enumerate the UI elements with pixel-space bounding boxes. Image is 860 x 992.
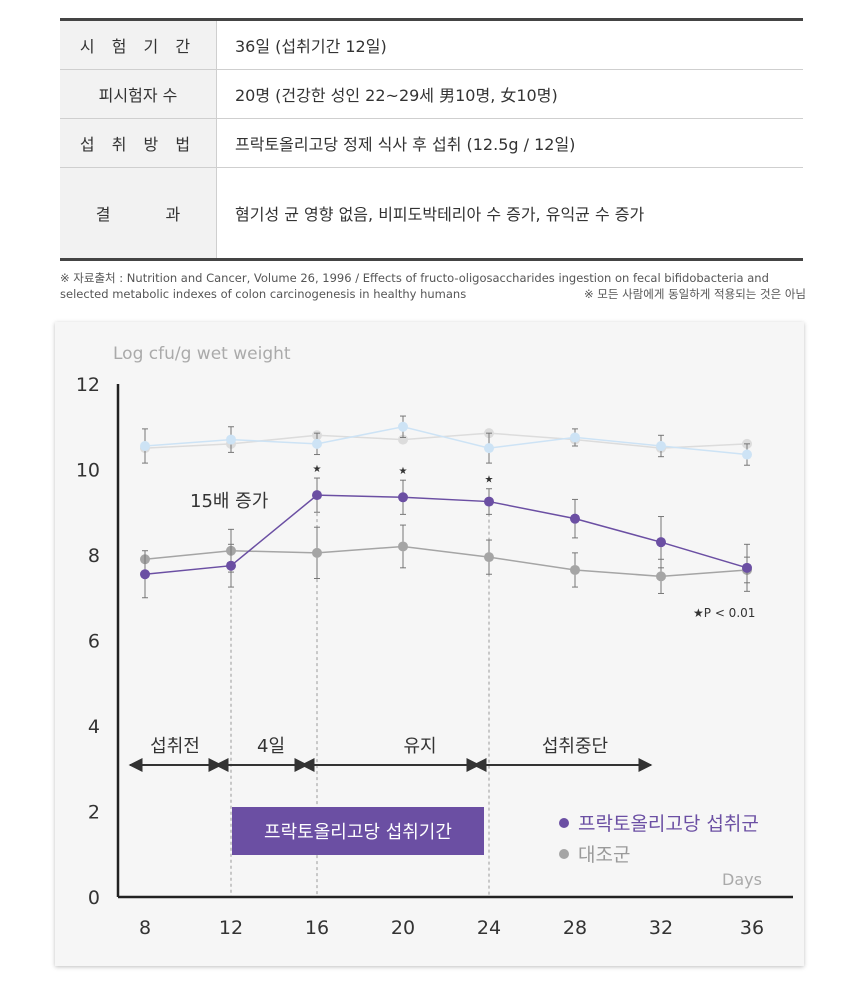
data-point — [226, 434, 236, 445]
data-point — [140, 569, 150, 580]
series-line — [144, 545, 748, 578]
y-tick-label: 12 — [76, 374, 100, 396]
source-line-2: selected metabolic indexes of colon carc… — [60, 287, 467, 301]
data-point — [570, 564, 580, 575]
row-label-method: 섭 취 방 법 — [60, 119, 217, 167]
data-point — [656, 537, 666, 548]
increase-annotation: 15배 증가 — [190, 491, 269, 512]
y-tick-label: 0 — [88, 887, 100, 909]
row-label-period: 시 험 기 간 — [60, 21, 217, 69]
data-point — [312, 547, 322, 558]
table-row: 시 험 기 간 36일 (섭취기간 12일) — [60, 21, 803, 70]
source-note: ※ 모든 사람에게 동일하게 적용되는 것은 아님 — [583, 287, 806, 301]
y-tick-label: 4 — [88, 716, 100, 738]
x-tick-label: 16 — [305, 917, 329, 939]
intake-period-box: 프락토올리고당 섭취기간 — [232, 807, 484, 855]
series-line — [144, 432, 748, 449]
x-axis-title: Days — [722, 870, 762, 889]
y-tick-label: 8 — [88, 545, 100, 567]
x-tick-label: 12 — [219, 917, 243, 939]
star-icon: ★ — [485, 475, 494, 486]
data-point — [570, 513, 580, 524]
data-point — [656, 571, 666, 582]
star-icon: ★ — [693, 606, 704, 620]
data-point — [312, 490, 322, 501]
star-icon: ★ — [399, 466, 408, 477]
significance-note: ★P < 0.01 — [693, 606, 755, 620]
data-point — [570, 432, 580, 443]
study-info-table: 시 험 기 간 36일 (섭취기간 12일) 피시험자 수 20명 (건강한 성… — [60, 18, 803, 261]
legend-item-control: 대조군 — [559, 838, 759, 869]
series-line — [144, 494, 748, 575]
data-point — [484, 496, 494, 507]
data-point — [226, 560, 236, 571]
phase-label-maintain: 유지 — [403, 736, 437, 757]
phase-label-stop: 섭취중단 — [541, 736, 609, 757]
y-axis-title: Log cfu/g wet weight — [113, 344, 291, 364]
dot-icon — [559, 848, 569, 859]
data-point — [742, 562, 752, 573]
y-tick-label: 2 — [88, 802, 100, 824]
data-point — [312, 438, 322, 449]
row-value-subjects: 20명 (건강한 성인 22~29세 男10명, 女10명) — [235, 86, 558, 105]
x-tick-label: 20 — [391, 917, 415, 939]
legend-item-treatment: 프락토올리고당 섭취군 — [559, 807, 759, 838]
source-line-1: ※ 자료출처 : Nutrition and Cancer, Volume 26… — [60, 271, 769, 285]
phase-label-before: 섭취전 — [150, 736, 200, 757]
row-label-subjects: 피시험자 수 — [60, 70, 217, 118]
data-point — [140, 440, 150, 451]
data-point — [484, 552, 494, 563]
chart-legend: 프락토올리고당 섭취군 대조군 — [559, 807, 759, 869]
x-tick-label: 36 — [740, 917, 764, 939]
row-value-method: 프락토올리고당 정제 식사 후 섭취 (12.5g / 12일) — [235, 135, 576, 154]
x-tick-label: 24 — [477, 917, 501, 939]
table-row: 섭 취 방 법 프락토올리고당 정제 식사 후 섭취 (12.5g / 12일) — [60, 119, 803, 168]
data-point — [484, 443, 494, 454]
x-tick-label: 28 — [563, 917, 587, 939]
table-row: 피시험자 수 20명 (건강한 성인 22~29세 男10명, 女10명) — [60, 70, 803, 119]
y-tick-label: 10 — [76, 460, 100, 482]
chart-panel: 0 2 4 6 8 10 12 8 12 16 20 24 28 32 36 ★ ★ ★ Log cfu/g we… — [55, 322, 804, 966]
x-tick-label: 32 — [649, 917, 673, 939]
data-point — [398, 421, 408, 432]
y-tick-label: 6 — [88, 631, 100, 653]
star-icon: ★ — [313, 464, 322, 475]
data-point — [656, 440, 666, 451]
table-row: 결 과 혐기성 균 영향 없음, 비피도박테리아 수 증가, 유익균 수 증가 — [60, 168, 803, 258]
legend-label-treatment: 프락토올리고당 섭취군 — [578, 813, 759, 835]
phase-label-4days: 4일 — [256, 736, 286, 757]
row-label-result: 결 과 — [60, 168, 217, 258]
data-point — [742, 449, 752, 460]
row-value-period: 36일 (섭취기간 12일) — [235, 37, 387, 56]
dot-icon — [559, 817, 569, 828]
source-citation: ※ 자료출처 : Nutrition and Cancer, Volume 26… — [60, 270, 806, 302]
data-point — [398, 541, 408, 552]
significance-text: P < 0.01 — [703, 606, 756, 620]
series-line — [144, 425, 748, 456]
x-tick-label: 8 — [139, 917, 151, 939]
row-value-result: 혐기성 균 영향 없음, 비피도박테리아 수 증가, 유익균 수 증가 — [235, 205, 645, 224]
data-point — [398, 492, 408, 503]
legend-label-control: 대조군 — [578, 844, 631, 866]
